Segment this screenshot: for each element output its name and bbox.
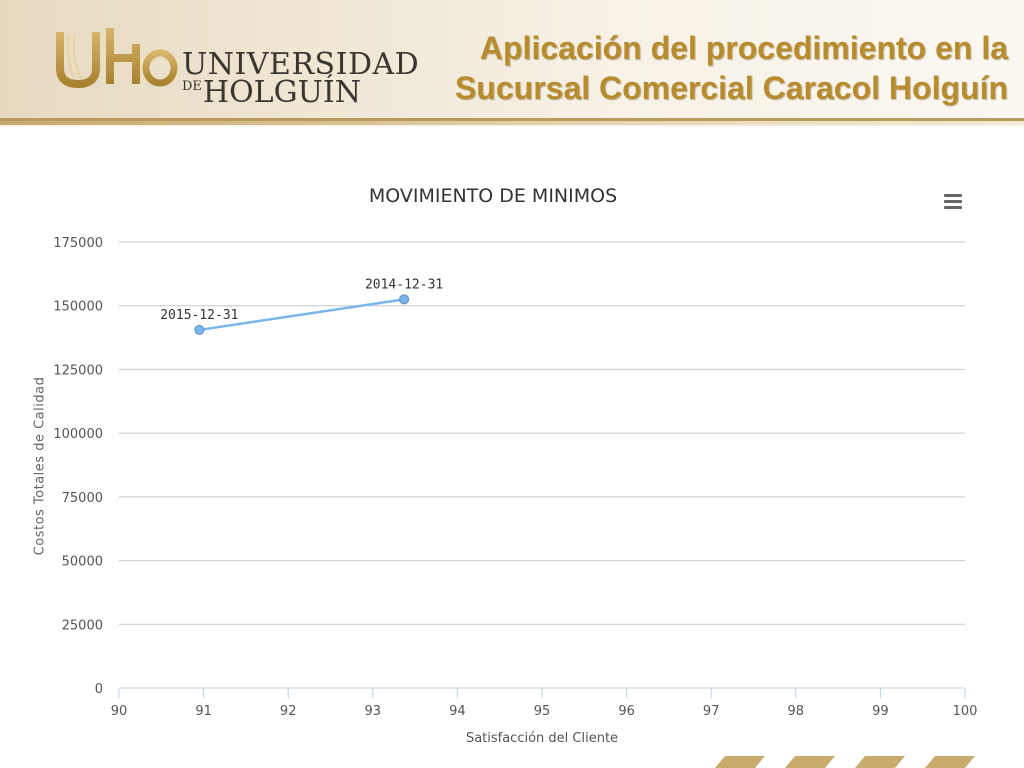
university-logo: UNIVERSIDAD DEHOLGUÍN [52, 22, 419, 108]
y-tick-label: 150000 [53, 300, 103, 315]
x-tick-label: 91 [195, 704, 212, 719]
series-line [199, 298, 405, 332]
y-tick-label: 0 [95, 682, 103, 697]
header-band: UNIVERSIDAD DEHOLGUÍN Aplicación del pro… [0, 0, 1024, 121]
slide-title: Aplicación del procedimiento en la Sucur… [368, 28, 1008, 108]
x-tick-label: 99 [872, 704, 889, 719]
y-tick-label: 50000 [62, 555, 103, 570]
chart-title: MOVIMIENTO DE MINIMOS [368, 185, 618, 207]
decorative-stripes [700, 756, 1024, 768]
y-tick-label: 75000 [62, 491, 103, 506]
chart-menu-button[interactable] [938, 186, 968, 216]
x-tick-label: 95 [534, 704, 551, 719]
uho-logo-icon [56, 28, 178, 89]
logo-text-de: DE [182, 79, 202, 94]
y-tick-label: 175000 [53, 236, 103, 251]
y-tick-label: 25000 [62, 618, 103, 633]
data-point [399, 294, 410, 305]
x-tick-label: 100 [953, 704, 978, 719]
header-divider [0, 121, 1024, 125]
y-tick-label: 100000 [53, 427, 103, 442]
slide-title-line2: Sucursal Comercial Caracol Holguín [454, 70, 1008, 106]
data-label: 2014-12-31 [365, 277, 443, 292]
y-tick-label: 125000 [53, 363, 103, 378]
x-tick-label: 96 [618, 704, 635, 719]
x-tick-label: 90 [111, 704, 128, 719]
x-tick-label: 94 [449, 704, 466, 719]
logo-text-holguin: HOLGUÍN [202, 75, 361, 110]
x-tick-label: 97 [703, 704, 720, 719]
data-point [194, 324, 205, 335]
x-tick-label: 93 [365, 704, 382, 719]
x-tick-label: 98 [788, 704, 805, 719]
x-axis-title: Satisfacción del Cliente [465, 731, 619, 746]
data-label: 2015-12-31 [160, 308, 238, 323]
x-tick-label: 92 [280, 704, 297, 719]
logo-text-universidad: UNIVERSIDAD [182, 47, 420, 82]
slide-title-line1: Aplicación del procedimiento en la [479, 30, 1008, 66]
